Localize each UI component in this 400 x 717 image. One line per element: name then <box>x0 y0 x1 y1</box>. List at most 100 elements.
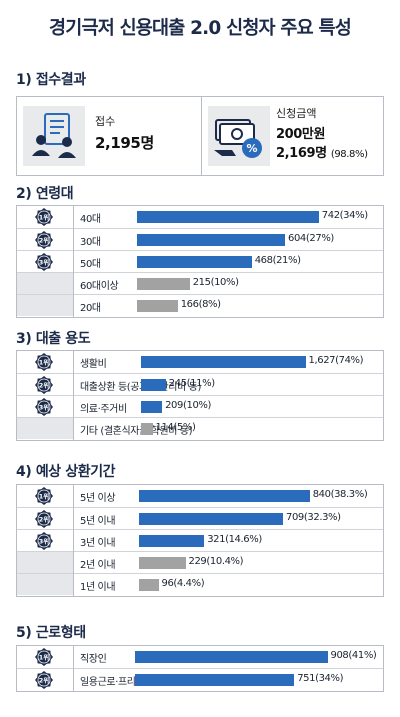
amount-count: 2,169명 <box>276 146 327 161</box>
rank-cell: 2위 <box>17 508 73 529</box>
rank-label: 3위 <box>39 257 50 266</box>
section-title-loan-purpose: 3) 대출 용도 <box>16 331 91 347</box>
receipt-panel: 접수 2,195명 % 신청금액 200만원 2,169명 (98.8%) <box>16 96 384 176</box>
category-label: 의료·주거비 <box>80 404 127 415</box>
rank-cell: 1위 <box>17 351 73 373</box>
chart-row: 20대 166(8%) <box>17 294 383 316</box>
chart-row: 1위 생활비 1,627(74%) <box>17 351 383 373</box>
chart-row: 3위 의료·주거비 209(10%) <box>17 395 383 417</box>
bar <box>139 490 310 502</box>
medal-icon: 3위 <box>35 532 53 550</box>
category-label: 기타 (결혼식자금·학원비 등) <box>80 426 193 437</box>
medal-icon: 2위 <box>35 231 53 249</box>
receipt-value: 2,195명 <box>95 134 154 152</box>
bar <box>141 423 153 435</box>
bar <box>137 211 319 223</box>
loan-purpose-chart: 1위 생활비 1,627(74%) 2위 대출상환 등(공과금·관리비 등)245(11… <box>16 350 384 441</box>
value-label: 321(14.6%) <box>207 534 262 545</box>
rank-cell <box>17 418 73 439</box>
bar <box>137 300 178 312</box>
medal-icon: 1위 <box>35 353 53 371</box>
receipt-cell: 접수 2,195명 <box>17 97 201 175</box>
rank-cell: 3위 <box>17 396 73 417</box>
age-chart: 1위 40대 742(34%) 2위 30대 604(27%) 3위 50대 468(21%) 6… <box>16 205 384 318</box>
value-label: 840(38.3%) <box>312 489 368 500</box>
value-label: 215(10%) <box>192 277 239 288</box>
category-label: 3년 이내 <box>80 538 116 549</box>
rank-cell: 1위 <box>17 206 73 228</box>
employment-chart: 1위 직장인 908(41%) 2위 일용근로·프리랜서 등 751(34%) <box>16 645 384 692</box>
value-label: 604(27%) <box>288 233 334 244</box>
value-label: 209(10%) <box>165 400 212 411</box>
bar <box>139 535 205 547</box>
chart-row: 1년 이내 96(4.4%) <box>17 573 383 595</box>
amount-count-line: 2,169명 (98.8%) <box>276 142 368 161</box>
chart-row: 3위 3년 이내 321(14.6%) <box>17 529 383 551</box>
value-label: 751(34%) <box>297 673 344 684</box>
rank-label: 1위 <box>39 491 50 500</box>
medal-icon: 1위 <box>35 648 53 666</box>
medal-icon: 1위 <box>35 487 53 505</box>
amount-cell: % 신청금액 200만원 2,169명 (98.8%) <box>201 97 383 175</box>
rank-cell <box>17 295 73 316</box>
rank-label: 2위 <box>39 514 50 523</box>
rank-cell <box>17 552 73 573</box>
chart-row: 2위 30대 604(27%) <box>17 228 383 250</box>
bar <box>135 674 295 686</box>
category-label: 60대이상 <box>80 281 119 292</box>
value-label: 742(34%) <box>321 210 368 221</box>
section-title-employment: 5) 근로형태 <box>16 625 86 641</box>
chart-row: 3위 50대 468(21%) <box>17 250 383 272</box>
rank-label: 1위 <box>39 212 50 221</box>
chart-row: 1위 5년 이상 840(38.3%) <box>17 485 383 507</box>
category-label: 5년 이상 <box>80 493 116 504</box>
bar <box>141 379 166 391</box>
rank-cell <box>17 574 73 595</box>
category-label: 30대 <box>80 237 101 248</box>
value-label: 245(11%) <box>168 378 215 389</box>
category-label: 40대 <box>80 214 101 225</box>
value-label: 908(41%) <box>330 650 377 661</box>
bar <box>141 401 163 413</box>
section-title-repayment: 4) 예상 상환기간 <box>16 464 116 480</box>
rank-column-divider <box>73 351 74 440</box>
rank-cell: 2위 <box>17 669 73 690</box>
money-percent-icon: % <box>208 106 270 166</box>
rank-cell: 1위 <box>17 485 73 507</box>
section-title-receipt: 1) 접수결과 <box>16 72 86 88</box>
medal-icon: 2위 <box>35 376 53 394</box>
rank-cell <box>17 273 73 294</box>
amount-percent: (98.8%) <box>330 149 368 160</box>
value-label: 229(10.4%) <box>188 556 244 567</box>
chart-row: 2위 5년 이내 709(32.3%) <box>17 507 383 529</box>
rank-label: 2위 <box>39 235 50 244</box>
medal-icon: 2위 <box>35 671 53 689</box>
rank-label: 2위 <box>39 675 50 684</box>
rank-cell: 3위 <box>17 530 73 551</box>
page-title: 경기극저 신용대출 2.0 신청자 주요 특성 <box>49 18 352 39</box>
chart-row: 2위 대출상환 등(공과금·관리비 등)245(11%) <box>17 373 383 395</box>
rank-column-divider <box>73 206 74 317</box>
rank-column-divider <box>73 485 74 596</box>
medal-icon: 1위 <box>35 208 53 226</box>
chart-row: 1위 직장인 908(41%) <box>17 646 383 668</box>
bar <box>139 579 159 591</box>
rank-label: 1위 <box>39 357 50 366</box>
category-label: 생활비 <box>80 359 107 370</box>
bar <box>137 234 285 246</box>
amount-value: 200만원 <box>276 127 326 142</box>
medal-icon: 3위 <box>35 253 53 271</box>
receipt-label: 접수 <box>95 115 116 128</box>
bar <box>139 557 186 569</box>
category-label: 5년 이내 <box>80 516 116 527</box>
rank-cell: 3위 <box>17 251 73 272</box>
bar <box>141 356 306 368</box>
repayment-chart: 1위 5년 이상 840(38.3%) 2위 5년 이내 709(32.3%) 3위 3년 이… <box>16 484 384 597</box>
medal-icon: 3위 <box>35 398 53 416</box>
value-label: 468(21%) <box>254 255 301 266</box>
bar <box>137 278 190 290</box>
rank-cell: 2위 <box>17 229 73 250</box>
category-label: 직장인 <box>80 654 107 665</box>
section-title-age: 2) 연령대 <box>16 186 74 202</box>
rank-label: 3위 <box>39 536 50 545</box>
